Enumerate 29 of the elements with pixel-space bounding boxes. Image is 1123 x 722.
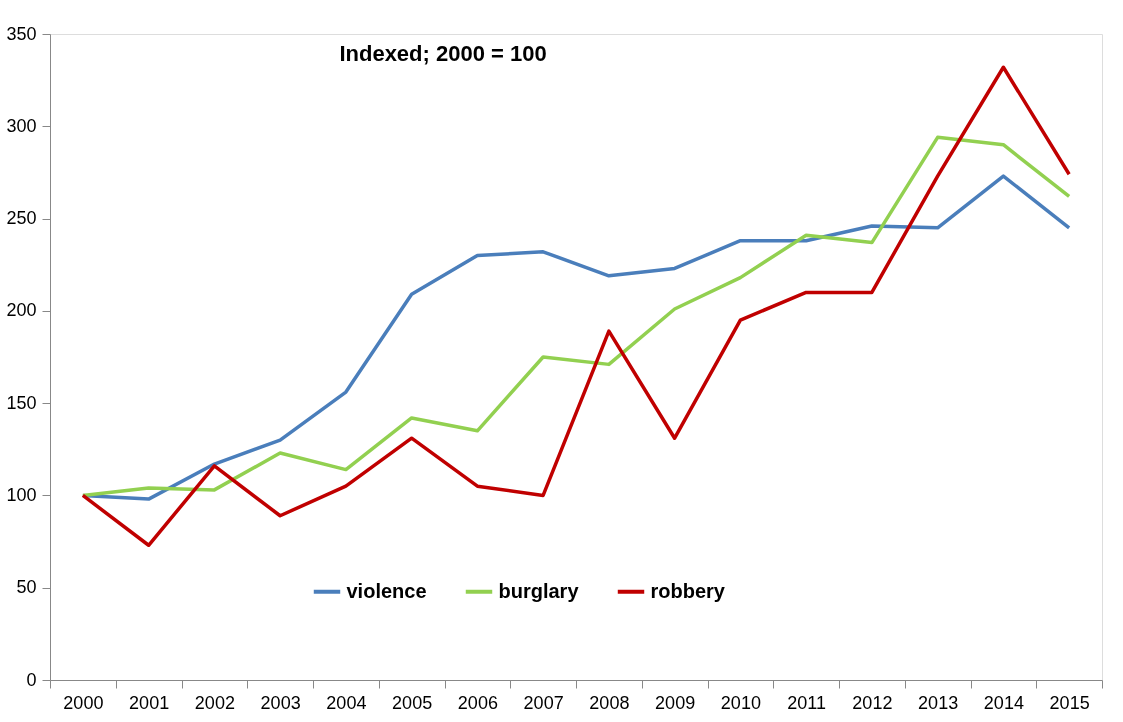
x-tick-label: 2004 [326, 692, 367, 713]
y-tick-label: 350 [6, 23, 37, 44]
x-tick-label: 2010 [720, 692, 761, 713]
legend-label: burglary [498, 579, 580, 602]
x-tick-label: 2012 [852, 692, 893, 713]
x-tick-label: 2014 [983, 692, 1024, 713]
chart-title: Indexed; 2000 = 100 [339, 41, 547, 66]
x-tick-label: 2006 [457, 692, 498, 713]
y-tick-label: 150 [6, 392, 37, 413]
x-tick-label: 2001 [129, 692, 170, 713]
y-tick-label: 50 [16, 577, 37, 598]
x-tick-label: 2007 [523, 692, 564, 713]
legend-label: robbery [650, 579, 726, 602]
x-tick-label: 2011 [787, 692, 826, 713]
y-tick-label: 0 [26, 669, 37, 690]
y-tick-label: 250 [6, 208, 37, 229]
x-tick-label: 2002 [194, 692, 235, 713]
y-tick-label: 300 [6, 115, 37, 136]
line-series [81, 65, 1071, 548]
x-tick-label: 2013 [918, 692, 959, 713]
x-tick-label: 2009 [655, 692, 696, 713]
legend-label: violence [346, 579, 427, 602]
y-tick-label: 100 [6, 484, 37, 505]
x-tick-label: 2005 [392, 692, 433, 713]
x-tick-label: 2000 [63, 692, 104, 713]
x-tick-label: 2015 [1049, 692, 1090, 713]
x-tick-label: 2008 [589, 692, 630, 713]
x-tick-label: 2003 [260, 692, 301, 713]
y-tick-label: 200 [6, 300, 37, 321]
